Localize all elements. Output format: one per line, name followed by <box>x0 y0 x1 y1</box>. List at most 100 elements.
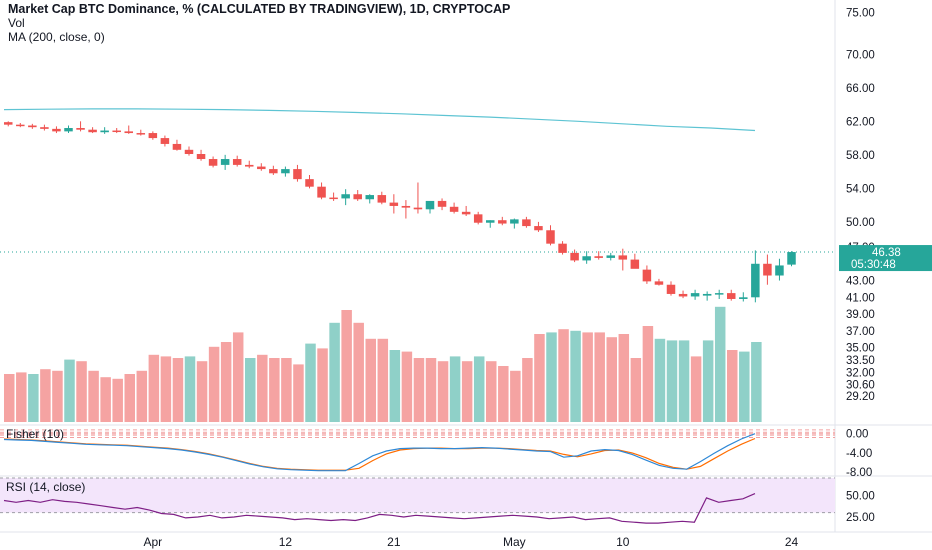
volume-bar <box>739 351 750 422</box>
volume-bar <box>245 358 256 422</box>
volume-bar <box>112 378 123 422</box>
x-tick-label: 24 <box>785 535 799 549</box>
volume-bar <box>100 377 111 422</box>
volume-bar <box>461 361 473 422</box>
volume-bar <box>666 340 678 422</box>
y-tick-label: 70.00 <box>846 49 875 61</box>
x-tick-label: 21 <box>387 535 401 549</box>
candle-body <box>702 293 712 296</box>
volume-bar <box>678 340 690 422</box>
volume-bar <box>727 350 738 422</box>
volume-bar <box>124 374 135 422</box>
rsi-tick-label: 50.00 <box>846 490 875 502</box>
volume-bar <box>28 374 39 422</box>
candle-body <box>558 243 567 253</box>
y-tick-label: 43.00 <box>846 276 875 288</box>
candle-body <box>220 159 230 165</box>
candle-body <box>341 194 350 199</box>
candle-body <box>775 265 784 276</box>
candle-body <box>570 252 579 261</box>
candle-body <box>618 255 628 260</box>
volume-bar <box>654 338 666 422</box>
legend-rsi: RSI (14, close) <box>6 480 86 494</box>
fisher-trigger-line <box>3 437 756 471</box>
candle-body <box>208 159 218 166</box>
volume-bar <box>401 351 413 422</box>
candle-body <box>52 128 61 132</box>
candle-body <box>16 124 25 127</box>
candle-body <box>124 131 133 134</box>
candle-body <box>630 259 640 269</box>
candle-body <box>486 220 495 223</box>
candle-body <box>112 130 121 133</box>
y-tick-label: 54.00 <box>846 183 875 195</box>
x-tick-label: 10 <box>616 535 630 549</box>
candle-body <box>28 125 37 128</box>
candle-body <box>461 211 471 215</box>
price-badge-countdown: 05:30:48 <box>851 259 896 271</box>
volume-bar <box>642 326 654 422</box>
candle-body <box>714 293 724 295</box>
candle-body <box>136 133 146 135</box>
candle-body <box>727 293 736 299</box>
volume-bar <box>582 332 593 422</box>
volume-bar <box>220 342 232 422</box>
candle-body <box>4 122 13 125</box>
volume-bar <box>449 356 461 422</box>
volume-bar <box>498 366 509 422</box>
volume-bar <box>413 358 425 422</box>
candle-body <box>522 219 531 227</box>
volume-bar <box>702 340 714 422</box>
volume-bar <box>172 358 184 422</box>
volume-bar <box>317 348 328 422</box>
volume-bar <box>293 364 304 422</box>
volume-bar <box>160 356 172 422</box>
candle-body <box>594 256 603 258</box>
candle-body <box>389 202 399 206</box>
volume-bar <box>269 358 280 422</box>
volume-bar <box>714 306 726 422</box>
y-tick-label: 37.00 <box>846 326 875 338</box>
rsi-band <box>0 478 835 513</box>
legend-fisher: Fisher (10) <box>6 427 65 441</box>
y-tick-label: 75.00 <box>846 7 875 19</box>
candle-body <box>281 169 290 174</box>
volume-bar <box>76 361 87 422</box>
legend-ma: MA (200, close, 0) <box>8 30 105 44</box>
candle-body <box>413 207 423 210</box>
volume-bar <box>510 370 521 422</box>
fisher-tick-label: -8.00 <box>846 467 872 479</box>
candle-body <box>425 200 435 210</box>
y-tick-label: 62.00 <box>846 116 875 128</box>
volume-bar <box>522 358 533 422</box>
candle-body <box>751 263 760 298</box>
fisher-tick-label: 0.00 <box>846 429 868 441</box>
volume-bar <box>594 332 605 422</box>
y-tick-label: 58.00 <box>846 150 875 162</box>
volume-bar <box>534 334 545 422</box>
volume-bar <box>558 329 569 422</box>
candle-body <box>148 133 158 139</box>
candle-body <box>498 220 507 224</box>
volume-bar <box>630 358 642 422</box>
ma-line <box>3 108 756 132</box>
candle-body <box>40 127 49 129</box>
candle-body <box>76 128 85 130</box>
candle-body <box>64 128 73 132</box>
y-tick-label: 33.50 <box>846 355 875 367</box>
candle-body <box>787 252 796 265</box>
candle-body <box>678 293 688 297</box>
volume-bar <box>196 361 208 422</box>
volume-bar <box>618 334 630 422</box>
candle-body <box>437 200 447 207</box>
y-tick-label: 66.00 <box>846 83 875 95</box>
price-badge-value: 46.38 <box>872 247 901 259</box>
y-tick-label: 41.00 <box>846 292 875 304</box>
candle-body <box>100 130 109 133</box>
candle-body <box>365 195 374 200</box>
legend-volume: Vol <box>8 16 25 30</box>
volume-bar <box>184 356 196 422</box>
legend-title: Market Cap BTC Dominance, % (CALCULATED … <box>8 2 511 16</box>
volume-bar <box>136 370 148 422</box>
